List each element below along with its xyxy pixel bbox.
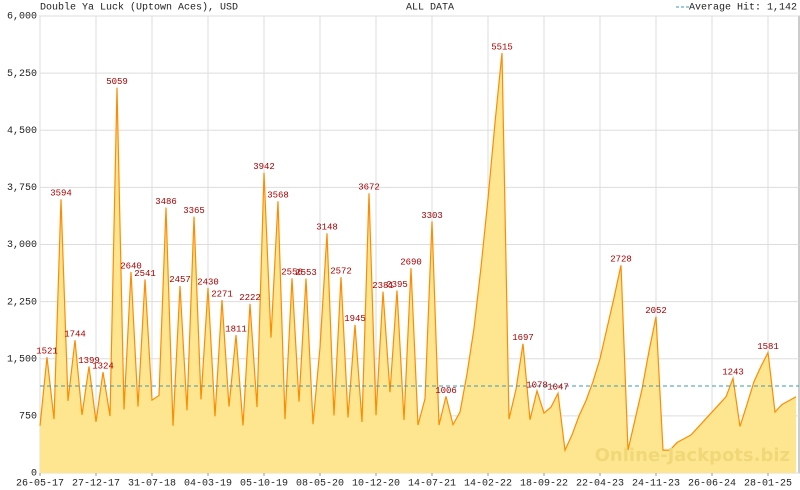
value-label: 3365 [183, 206, 205, 216]
x-tick-label: 27-12-17 [72, 479, 120, 490]
y-tick-label: 1,500 [7, 354, 37, 365]
value-label: 2395 [386, 280, 408, 290]
x-tick-label: 14-07-21 [408, 479, 456, 490]
x-tick-label: 04-03-19 [184, 479, 232, 490]
x-tick-label: 28-01-25 [744, 479, 792, 490]
line [39, 52, 797, 453]
value-label: 2271 [211, 289, 233, 299]
watermark: Online-Jackpots.biz [595, 445, 790, 466]
value-label: 5515 [491, 42, 513, 52]
value-label: 2572 [330, 266, 352, 276]
value-label: 1243 [722, 368, 744, 378]
value-label: 5059 [106, 77, 128, 87]
value-label: 3568 [267, 191, 289, 201]
y-tick-label: 4,500 [7, 126, 37, 137]
value-label: 2556 [281, 268, 303, 278]
value-label: 2541 [134, 269, 156, 279]
value-label: 3594 [50, 189, 72, 199]
value-label: 3486 [155, 197, 177, 207]
value-label: 1581 [757, 342, 779, 352]
x-tick-label: 14-02-22 [464, 479, 512, 490]
value-label: 3303 [421, 211, 443, 221]
value-label: 2430 [197, 277, 219, 287]
x-tick-label: 05-10-19 [240, 479, 288, 490]
value-label: 2052 [645, 306, 667, 316]
value-label: 3148 [316, 223, 338, 233]
value-label: 2690 [400, 257, 422, 267]
value-label: 1399 [78, 356, 100, 366]
x-tick-label: 08-05-20 [296, 479, 344, 490]
average-legend: Average Hit: 1,142 [689, 2, 797, 14]
y-tick-label: 3,750 [7, 183, 37, 194]
y-tick-label: 3,000 [7, 240, 37, 251]
value-label: 2728 [610, 255, 632, 265]
value-label: 1744 [64, 330, 86, 340]
value-label: 3672 [358, 183, 380, 193]
y-tick-label: 0 [31, 469, 37, 480]
value-label: 1006 [435, 386, 457, 396]
y-tick-label: 2,250 [7, 297, 37, 308]
value-label: 1697 [512, 333, 534, 343]
x-tick-label: 24-11-23 [632, 479, 680, 490]
value-label: 1047 [547, 383, 569, 393]
value-label: 2553 [295, 268, 317, 278]
x-tick-label: 26-06-24 [688, 479, 736, 490]
value-label: 1078 [526, 380, 548, 390]
area [40, 52, 796, 474]
value-label: 1811 [225, 324, 247, 334]
value-label: 1324 [92, 362, 114, 372]
value-label: 2381 [372, 281, 394, 291]
y-tick-label: 6,000 [7, 12, 37, 23]
value-label: 2222 [239, 293, 261, 303]
x-tick-label: 10-12-20 [352, 479, 400, 490]
value-label: 1945 [344, 314, 366, 324]
x-tick-label: 31-07-18 [128, 479, 176, 490]
x-tick-label: 18-09-22 [520, 479, 568, 490]
chart-title: Double Ya Luck (Uptown Aces), USD [40, 2, 238, 14]
value-label: 2640 [120, 261, 142, 271]
value-label: 3942 [253, 162, 275, 172]
y-tick-label: 750 [19, 412, 37, 423]
value-label: 1521 [36, 347, 58, 357]
value-label: 2457 [169, 275, 191, 285]
y-tick-label: 5,250 [7, 69, 37, 80]
chart-subtitle: ALL DATA [406, 3, 454, 14]
x-tick-label: 22-04-23 [576, 479, 624, 490]
x-tick-label: 26-05-17 [16, 479, 64, 490]
